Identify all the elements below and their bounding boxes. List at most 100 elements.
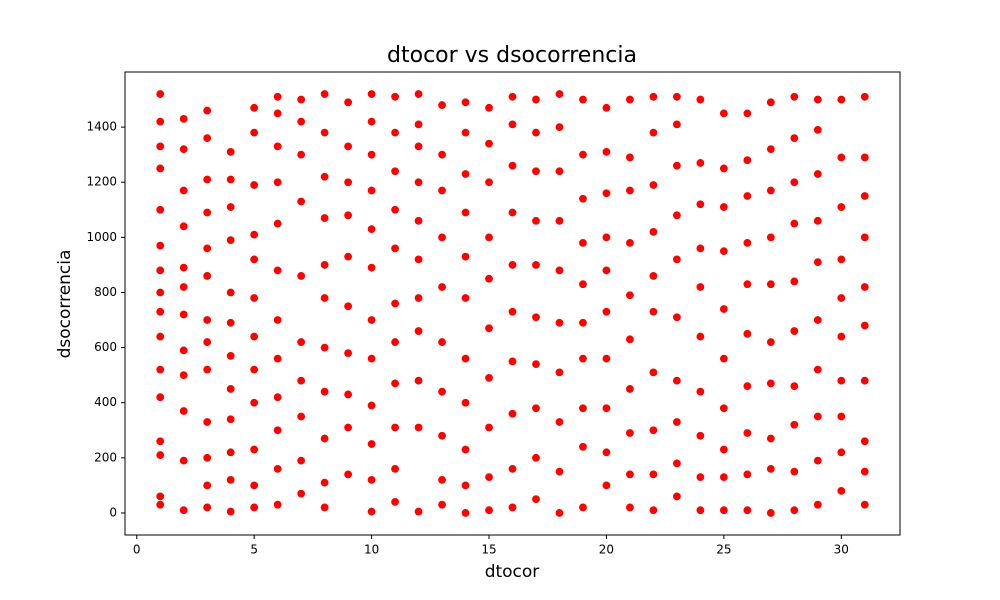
point [461,508,471,518]
point [179,310,189,320]
point [531,359,541,369]
point [601,232,611,242]
point [672,92,682,102]
plot-frame [124,71,901,536]
point [789,326,799,336]
point [766,508,776,518]
point [625,502,635,512]
point [813,95,823,105]
point [836,376,846,386]
point [226,475,236,485]
point [273,392,283,402]
point [836,411,846,421]
point [155,450,165,460]
y-tick-label: 200 [94,450,117,464]
point [601,447,611,457]
point [554,166,564,176]
point [507,92,517,102]
point [296,271,306,281]
x-tick-label: 10 [364,543,379,557]
point [860,500,870,510]
point [343,348,353,358]
point [601,307,611,317]
point [296,150,306,160]
point [437,232,447,242]
point [343,469,353,479]
point [648,469,658,479]
point [578,318,588,328]
point [860,152,870,162]
point [554,467,564,477]
point [202,243,212,253]
point [296,197,306,207]
point [202,208,212,218]
point [296,95,306,105]
point [672,254,682,264]
point [531,453,541,463]
point [202,502,212,512]
point [367,400,377,410]
y-tick-label: 400 [94,395,117,409]
point [789,381,799,391]
point [249,128,259,138]
point [554,216,564,226]
point [766,434,776,444]
point [273,315,283,325]
y-axis-label: dsocorrencia [55,250,75,359]
point [578,354,588,364]
point [789,467,799,477]
y-tick-label: 600 [94,340,117,354]
point [648,425,658,435]
point [320,172,330,182]
point [578,150,588,160]
point [531,95,541,105]
point [437,186,447,196]
point [414,119,424,129]
point [390,166,400,176]
point [461,97,471,107]
point [414,376,424,386]
point [648,271,658,281]
point [296,376,306,386]
point [860,232,870,242]
y-tick-label: 1000 [86,230,117,244]
point [578,194,588,204]
point [695,243,705,253]
point [531,494,541,504]
point [742,428,752,438]
point [414,216,424,226]
point [179,456,189,466]
point [461,169,471,179]
point [320,128,330,138]
point [202,365,212,375]
point [367,186,377,196]
point [437,150,447,160]
point [531,260,541,270]
point [860,92,870,102]
point [860,467,870,477]
point [414,326,424,336]
point [554,417,564,427]
point [601,354,611,364]
point [179,370,189,380]
point [226,174,236,184]
point [367,224,377,234]
x-tick-label: 25 [716,543,731,557]
point [202,174,212,184]
point [367,507,377,517]
x-tick-label: 30 [834,543,849,557]
point [179,144,189,154]
point [155,141,165,151]
point [367,475,377,485]
point [648,227,658,237]
point [296,411,306,421]
point [179,406,189,416]
point [695,282,705,292]
point [320,260,330,270]
point [249,230,259,240]
point [719,163,729,173]
point [461,398,471,408]
point [601,403,611,413]
point [155,117,165,127]
point [343,423,353,433]
